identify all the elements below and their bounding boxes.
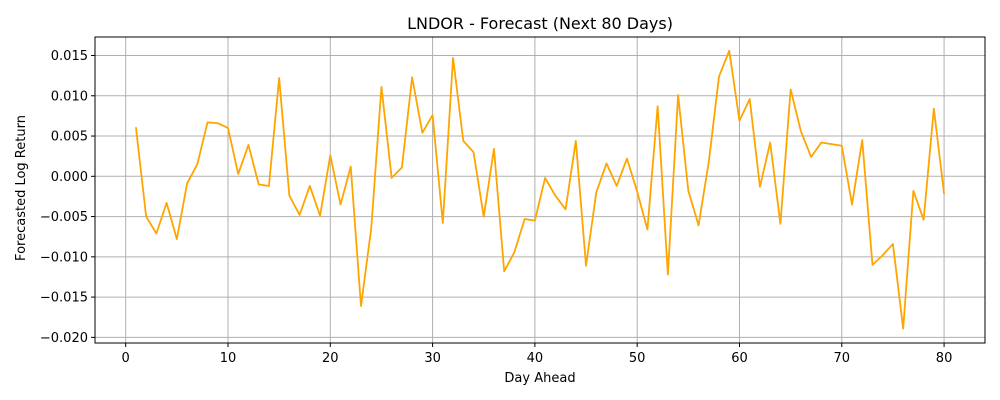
x-tick-label: 10 — [220, 351, 237, 366]
points-layer — [136, 51, 944, 329]
x-axis-label: Day Ahead — [504, 371, 575, 386]
x-tick-label: 0 — [122, 351, 130, 366]
y-tick-label: 0.005 — [51, 130, 88, 145]
y-tick-label: 0.015 — [51, 49, 88, 64]
plot-frame — [94, 36, 986, 344]
x-tick-label: 50 — [629, 351, 646, 366]
grid-layer — [95, 37, 985, 343]
x-tick-label: 60 — [731, 351, 748, 366]
x-tick-label: 40 — [527, 351, 544, 366]
x-tick-label: 70 — [834, 351, 851, 366]
y-tick-label: 0.010 — [51, 89, 88, 104]
x-tick-label: 80 — [936, 351, 953, 366]
y-tick-label: 0.000 — [51, 170, 88, 185]
y-tick-label: −0.005 — [40, 210, 88, 225]
ticks-layer: 0 10 20 30 40 50 60 70 80 −0.020 −0.015 −0.010 −0.00… — [40, 49, 952, 366]
chart-title: LNDOR - Forecast (Next 80 Days) — [407, 14, 673, 33]
y-tick-label: −0.010 — [40, 250, 88, 265]
y-tick-label: −0.020 — [40, 331, 88, 346]
x-tick-label: 20 — [322, 351, 339, 366]
series-line — [135, 49, 945, 330]
x-tick-label: 30 — [424, 351, 441, 366]
y-axis-label: Forecasted Log Return — [14, 115, 29, 261]
y-tick-label: −0.015 — [40, 291, 88, 306]
